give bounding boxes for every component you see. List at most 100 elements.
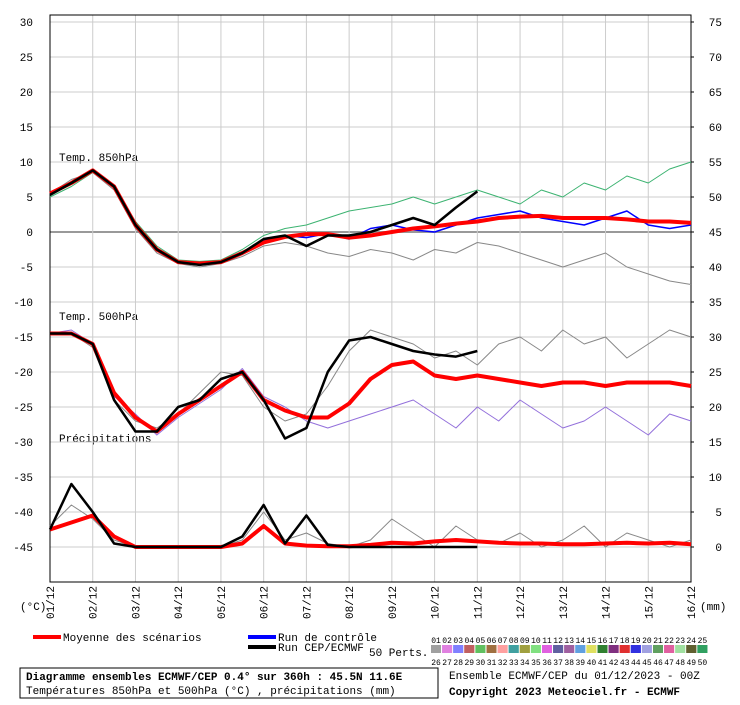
x-tick-label: 04/12 bbox=[174, 586, 186, 619]
pert-label: 19 bbox=[631, 637, 641, 646]
panel-label: Précipitations bbox=[59, 434, 151, 446]
pert-swatch bbox=[553, 645, 564, 653]
pert-swatch bbox=[697, 645, 708, 653]
pert-swatch bbox=[641, 645, 652, 653]
pert-label: 24 bbox=[686, 637, 696, 646]
pert-label: 29 bbox=[464, 659, 474, 668]
y-tick-label: 0 bbox=[26, 228, 33, 240]
y2-tick-label: 70 bbox=[709, 53, 722, 65]
pert-label: 39 bbox=[575, 659, 585, 668]
pert-label: 49 bbox=[686, 659, 696, 668]
y-tick-label: -20 bbox=[13, 368, 33, 380]
y2-tick-label: 10 bbox=[709, 473, 722, 485]
pert-label: 38 bbox=[564, 659, 574, 668]
panel-label: Temp. 850hPa bbox=[59, 153, 139, 165]
pert-label: 07 bbox=[498, 637, 508, 646]
pert-label: 46 bbox=[653, 659, 663, 668]
y-tick-label: 5 bbox=[26, 193, 33, 205]
pert-label: 40 bbox=[587, 659, 597, 668]
x-tick-label: 01/12 bbox=[46, 586, 58, 619]
series-line bbox=[49, 172, 692, 285]
y-tick-label: 20 bbox=[20, 88, 33, 100]
series-line bbox=[49, 504, 692, 548]
x-tick-label: 12/12 bbox=[516, 586, 528, 619]
pert-label: 36 bbox=[542, 659, 552, 668]
pert-label: 37 bbox=[553, 659, 563, 668]
pert-label: 41 bbox=[598, 659, 608, 668]
title-box bbox=[19, 667, 439, 699]
pert-swatch bbox=[586, 645, 597, 653]
y2-tick-label: 45 bbox=[709, 228, 722, 240]
pert-swatch bbox=[564, 645, 575, 653]
y-tick-label: -15 bbox=[13, 333, 33, 345]
y2-tick-label: 50 bbox=[709, 193, 722, 205]
pert-label: 34 bbox=[520, 659, 530, 668]
y2-tick-label: 30 bbox=[709, 333, 722, 345]
pert-swatch bbox=[464, 645, 475, 653]
pert-swatch bbox=[475, 645, 486, 653]
y-tick-label: -40 bbox=[13, 508, 33, 520]
x-tick-label: 07/12 bbox=[302, 586, 314, 619]
pert-label: 09 bbox=[520, 637, 530, 646]
pert-swatch bbox=[664, 645, 675, 653]
series-line bbox=[49, 169, 479, 267]
pert-label: 17 bbox=[609, 637, 619, 646]
pert-swatch bbox=[453, 645, 464, 653]
y-tick-label: -35 bbox=[13, 473, 33, 485]
y2-tick-label: 25 bbox=[709, 368, 722, 380]
series-line bbox=[50, 329, 692, 429]
x-tick-label: 03/12 bbox=[131, 586, 143, 619]
pert-label: 04 bbox=[464, 637, 474, 646]
pert-label: 20 bbox=[642, 637, 652, 646]
y-tick-label: 15 bbox=[20, 123, 33, 135]
pert-label: 48 bbox=[675, 659, 685, 668]
y2-tick-label: 60 bbox=[709, 123, 722, 135]
pert-label: 06 bbox=[487, 637, 497, 646]
pert-label: 33 bbox=[509, 659, 519, 668]
pert-swatch bbox=[486, 645, 497, 653]
pert-label: 03 bbox=[453, 637, 463, 646]
pert-swatch bbox=[597, 645, 608, 653]
pert-label: 23 bbox=[675, 637, 685, 646]
x-tick-label: 15/12 bbox=[644, 586, 656, 619]
run-info: Ensemble ECMWF/CEP du 01/12/2023 - 00Z bbox=[449, 671, 700, 683]
pert-label: 13 bbox=[564, 637, 574, 646]
pert-label: 08 bbox=[509, 637, 519, 646]
pert-swatch bbox=[675, 645, 686, 653]
y-tick-label: -10 bbox=[13, 298, 33, 310]
chart-subtitle: Températures 850hPa et 500hPa (°C) , pré… bbox=[26, 686, 396, 698]
y2-axis-label: (mm) bbox=[700, 602, 726, 614]
pert-swatch bbox=[575, 645, 586, 653]
pert-label: 42 bbox=[609, 659, 619, 668]
panel-label: Temp. 500hPa bbox=[59, 312, 139, 324]
pert-swatch bbox=[630, 645, 641, 653]
pert-label: 43 bbox=[620, 659, 630, 668]
x-tick-label: 06/12 bbox=[260, 586, 272, 619]
legend-label: Run de contrôle bbox=[278, 633, 377, 645]
copyright: Copyright 2023 Meteociel.fr - ECMWF bbox=[449, 687, 680, 699]
x-tick-label: 05/12 bbox=[217, 586, 229, 619]
y-tick-label: 30 bbox=[20, 18, 33, 30]
pert-label: 05 bbox=[476, 637, 486, 646]
plot-area bbox=[49, 14, 692, 583]
series-line bbox=[49, 161, 692, 262]
perts-label: 50 Perts. bbox=[369, 648, 428, 660]
legend-label: Run CEP/ECMWF bbox=[278, 643, 364, 655]
pert-label: 26 bbox=[431, 659, 441, 668]
pert-label: 27 bbox=[442, 659, 452, 668]
series-line bbox=[49, 513, 692, 549]
pert-label: 18 bbox=[620, 637, 630, 646]
pert-label: 50 bbox=[698, 659, 708, 668]
y2-tick-label: 0 bbox=[715, 543, 722, 555]
series-line bbox=[50, 331, 692, 434]
x-tick-label: 08/12 bbox=[345, 586, 357, 619]
pert-swatch bbox=[519, 645, 530, 653]
pert-label: 22 bbox=[664, 637, 674, 646]
pert-swatch bbox=[619, 645, 630, 653]
pert-label: 32 bbox=[498, 659, 508, 668]
y2-tick-label: 75 bbox=[709, 18, 722, 30]
pert-swatch bbox=[530, 645, 541, 653]
pert-label: 02 bbox=[442, 637, 452, 646]
y-tick-label: -25 bbox=[13, 403, 33, 415]
